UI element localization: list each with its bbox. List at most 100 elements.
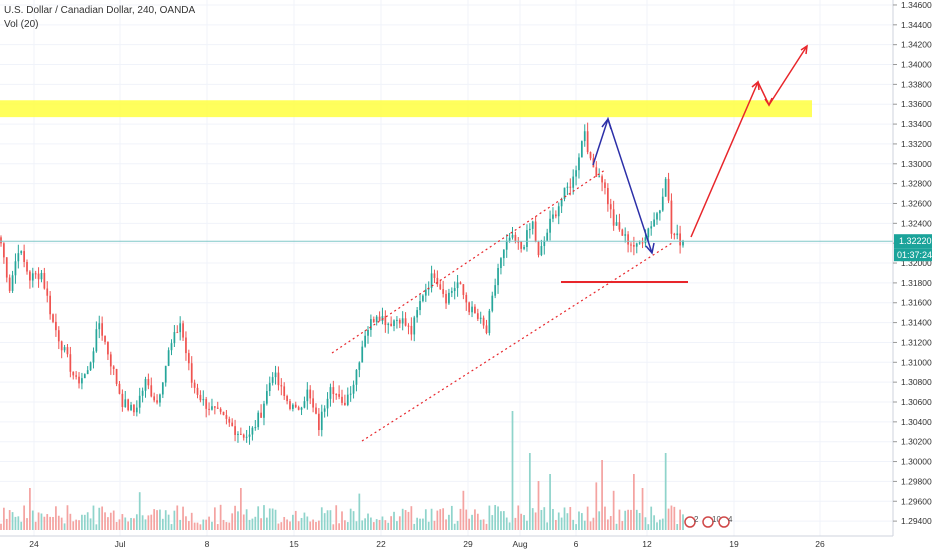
volume-bar [612, 490, 615, 530]
candle-body [138, 395, 141, 408]
volume-bar [124, 517, 127, 530]
volume-bar [208, 516, 210, 530]
volume-bar [575, 524, 577, 530]
volume-bar [75, 519, 78, 530]
candle-body [448, 292, 450, 304]
event-marker[interactable]: 4 [718, 515, 733, 528]
candle-body [303, 401, 306, 408]
candle-body [604, 182, 606, 188]
candle-body [384, 316, 387, 326]
candle-body [46, 288, 49, 296]
volume-bar [141, 515, 144, 530]
volume-bar [260, 518, 262, 530]
drawings[interactable] [331, 44, 808, 442]
volume-bar [78, 520, 80, 530]
candle-body [656, 213, 658, 220]
price-axis[interactable]: 1.34600 1.34400 1.34200 1.34000 1.33800 1.336… [892, 0, 932, 550]
volume-bar [497, 506, 499, 530]
volume-bar [72, 521, 75, 530]
channel-lower-line[interactable] [361, 242, 673, 442]
candle-body [661, 196, 664, 211]
candle-body [323, 408, 326, 412]
candle-body [358, 362, 361, 370]
volume-bar [349, 508, 352, 530]
candle-body [479, 317, 482, 319]
candle-body [644, 237, 647, 244]
candle-body [485, 325, 488, 334]
candle-body [49, 295, 51, 315]
candle-body [318, 413, 320, 431]
candle-body [216, 407, 219, 409]
candle-body [474, 306, 476, 314]
price-tick-label: 1.29600 [901, 496, 932, 506]
candle-body [341, 396, 343, 403]
volume-bar [196, 522, 199, 530]
volume-bar [46, 514, 49, 530]
candle-body [190, 363, 193, 383]
volume-bar [34, 521, 37, 530]
candle-body [271, 377, 274, 383]
volume-bar [66, 505, 69, 530]
candle-body [202, 399, 205, 401]
candle-body [29, 271, 31, 281]
candle-body [159, 394, 161, 403]
time-tick-label: 29 [463, 539, 473, 549]
candle-body [147, 379, 150, 386]
candle-body [283, 386, 286, 396]
event-marker[interactable]: 2 [684, 515, 699, 528]
volume-bar [569, 506, 572, 530]
candle-body [370, 319, 372, 330]
candle-body [624, 234, 627, 236]
volume-bar [528, 453, 531, 530]
time-tick-label: Jul [115, 539, 126, 549]
volume-bar [560, 517, 563, 530]
candle-body [554, 214, 557, 217]
event-marker[interactable]: 10 [702, 515, 721, 528]
volume-bar [508, 522, 511, 530]
volume-bar [474, 509, 476, 530]
candle-body [274, 372, 277, 378]
volume-bar [231, 513, 234, 530]
candle-body [635, 243, 638, 247]
candle-body [89, 362, 92, 371]
volume-bar [346, 522, 349, 530]
candle-body [491, 295, 494, 311]
candle-body [315, 407, 317, 414]
candle-body [156, 400, 158, 403]
time-tick-label: 22 [376, 539, 386, 549]
blue-arrow-head-up[interactable] [601, 117, 612, 130]
current-price-label: 1.32220 [899, 236, 932, 246]
supply-zone-rectangle[interactable] [0, 100, 812, 118]
candle-body [187, 353, 190, 364]
candle-body [263, 403, 265, 418]
candle-body [606, 187, 609, 205]
volume-bar [318, 520, 320, 530]
candle-body [5, 257, 8, 278]
volume-bar [20, 521, 23, 530]
candles [0, 122, 684, 445]
volume-bar [523, 515, 525, 530]
candle-body [205, 399, 208, 409]
volume-bar [248, 519, 251, 530]
volume-bar [176, 505, 179, 530]
candle-body [196, 387, 199, 395]
time-tick-label: 12 [642, 539, 652, 549]
red-arrow-head-1[interactable] [751, 80, 760, 91]
price-tick-label: 1.33400 [901, 119, 932, 129]
candle-body [653, 219, 655, 227]
volume-bar [476, 513, 479, 530]
volume-bar [344, 520, 346, 530]
red-arrow-head-3[interactable] [800, 44, 808, 55]
blue-arrow-head-down[interactable] [645, 242, 655, 255]
volume-bar [494, 505, 497, 530]
red-arrow-head-2[interactable] [764, 97, 773, 107]
volume-bar [5, 518, 8, 530]
candle-body [173, 332, 176, 344]
time-axis[interactable]: 24 Jul 8 15 22 29 Aug 6 12 19 26 [0, 535, 932, 550]
red-projection-path[interactable] [690, 45, 808, 238]
candle-body [242, 434, 245, 438]
event-markers[interactable]: 2 10 4 [684, 515, 733, 528]
candle-body [289, 401, 291, 409]
